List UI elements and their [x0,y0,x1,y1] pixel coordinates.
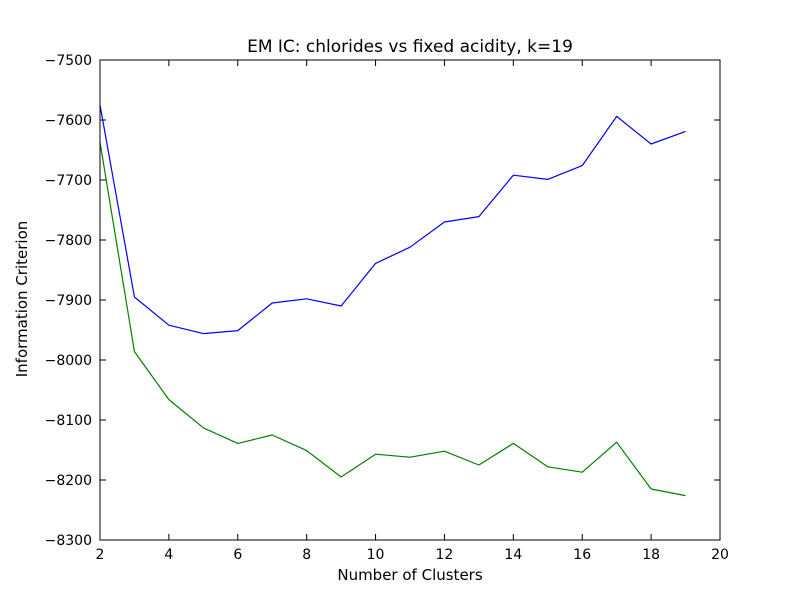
x-tick-label: 8 [302,547,311,563]
y-tick-label: −8000 [45,353,92,369]
x-tick-label: 2 [96,547,105,563]
x-tick-label: 20 [711,547,729,563]
series-line-2 [99,142,686,497]
x-tick-label: 4 [164,547,173,563]
x-tick-label: 16 [573,547,591,563]
x-axis-label: Number of Clusters [337,566,482,584]
series-line-1 [99,104,686,335]
y-axis-label: Information Criterion [13,221,31,378]
y-tick-label: −8200 [45,473,92,489]
y-tick-label: −7500 [45,53,92,69]
y-tick-label: −7800 [45,233,92,249]
y-tick-label: −7600 [45,113,92,129]
y-tick-label: −7900 [45,293,92,309]
plot-area: 2 4 6 8 10 12 14 16 18 20 −8300 −8200 −8100 −8000 −790… [45,53,729,563]
x-tick-label: 14 [504,547,522,563]
x-tick-label: 6 [233,547,242,563]
x-tick-label: 10 [367,547,385,563]
y-tick-label: −7700 [45,173,92,189]
y-tick-label: −8300 [45,533,92,549]
x-tick-label: 12 [436,547,454,563]
x-tick-label: 18 [642,547,660,563]
chart-title: EM IC: chlorides vs fixed acidity, k=19 [247,37,573,57]
y-tick-label: −8100 [45,413,92,429]
